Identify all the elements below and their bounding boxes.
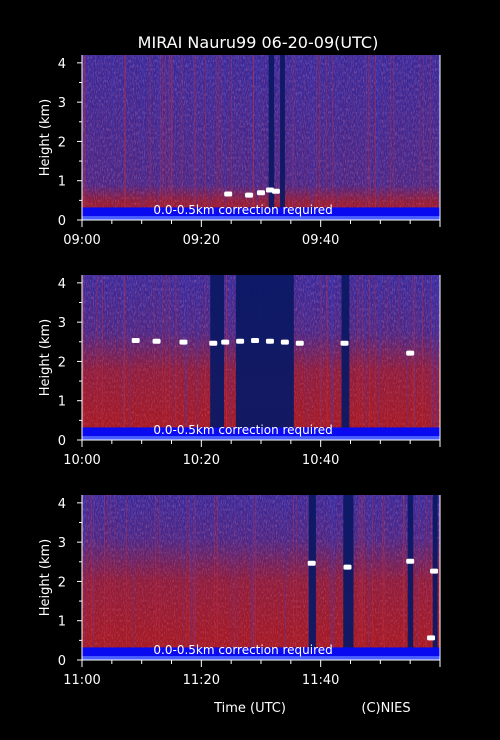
y-tick-label: 3 xyxy=(58,96,66,111)
panel-2: 0.0-0.5km correction required 0 1 2 3 4 Height… xyxy=(38,275,441,468)
signal-blocked-interval xyxy=(280,55,285,220)
panels: 0.0-0.5km correction required 0 1 2 3 4 Height… xyxy=(38,55,441,688)
x-tick-label: 10:20 xyxy=(183,453,220,468)
cloud-detection xyxy=(406,558,415,564)
cloud-detection xyxy=(251,338,260,343)
y-tick-label: 3 xyxy=(58,316,66,331)
figure-title: MIRAI Nauru99 06-20-09(UTC) xyxy=(138,33,379,52)
x-axis-label: Time (UTC) xyxy=(213,701,286,716)
y-tick-label: 4 xyxy=(58,57,66,72)
y-tick-label: 2 xyxy=(58,135,66,150)
cloud-detection xyxy=(271,188,280,194)
y-tick-label: 1 xyxy=(58,615,66,630)
x-tick-label: 10:40 xyxy=(302,453,339,468)
signal-blocked-interval xyxy=(308,495,316,660)
cloud-detection xyxy=(257,190,265,196)
x-tick-label: 09:20 xyxy=(183,233,220,248)
y-tick-label: 2 xyxy=(58,575,66,590)
correction-note: 0.0-0.5km correction required xyxy=(153,423,332,437)
panel-1: 0.0-0.5km correction required 0 1 2 3 4 Height… xyxy=(38,55,441,248)
credit-label: (C)NIES xyxy=(361,701,410,716)
plot-area xyxy=(82,55,440,220)
y-tick-label: 2 xyxy=(58,355,66,370)
y-tick-label: 3 xyxy=(58,536,66,551)
y-tick-label: 4 xyxy=(58,277,66,292)
cloud-detection xyxy=(245,192,254,198)
plot-area xyxy=(82,275,440,440)
x-tick-label: 09:40 xyxy=(302,233,339,248)
y-tick-label: 0 xyxy=(58,654,66,669)
cloud-detection xyxy=(209,340,218,346)
signal-blocked-interval xyxy=(343,495,354,660)
x-tick-label: 11:40 xyxy=(302,673,339,688)
y-tick-label: 0 xyxy=(58,214,66,229)
cloud-detection xyxy=(427,635,436,641)
cloud-detection xyxy=(343,564,352,570)
cloud-detection xyxy=(406,350,415,356)
correction-note: 0.0-0.5km correction required xyxy=(153,203,332,217)
plot-area xyxy=(82,495,440,660)
panel-3: 0.0-0.5km correction required 0 1 2 3 4 Height… xyxy=(38,495,441,688)
cloud-detection xyxy=(307,560,316,566)
correction-note: 0.0-0.5km correction required xyxy=(153,643,332,657)
x-tick-label: 09:00 xyxy=(63,233,100,248)
cloud-detection xyxy=(430,568,439,574)
y-tick-label: 1 xyxy=(58,175,66,190)
signal-blocked-interval xyxy=(268,55,275,220)
signal-blocked-interval xyxy=(341,275,350,440)
cloud-detection xyxy=(265,338,274,344)
signal-blocked-interval xyxy=(235,275,294,440)
cloud-detection xyxy=(295,340,304,346)
signal-blocked-interval xyxy=(407,495,414,660)
cloud-detection xyxy=(224,191,233,197)
cloud-detection xyxy=(221,339,230,345)
x-tick-label: 11:00 xyxy=(63,673,100,688)
x-tick-label: 10:00 xyxy=(63,453,100,468)
y-tick-label: 0 xyxy=(58,434,66,449)
y-tick-label: 4 xyxy=(58,497,66,512)
y-axis-label: Height (km) xyxy=(38,99,53,176)
y-axis-label: Height (km) xyxy=(38,539,53,616)
cloud-detection xyxy=(280,339,289,345)
cloud-detection xyxy=(152,338,161,344)
y-tick-label: 1 xyxy=(58,395,66,410)
x-tick-label: 11:20 xyxy=(183,673,220,688)
cloud-detection xyxy=(179,339,188,345)
cloud-detection xyxy=(340,340,349,346)
cloud-detection xyxy=(236,338,245,344)
signal-blocked-interval xyxy=(210,275,225,440)
cloud-detection xyxy=(131,338,140,343)
signal-blocked-interval xyxy=(432,495,438,660)
y-axis-label: Height (km) xyxy=(38,319,53,396)
